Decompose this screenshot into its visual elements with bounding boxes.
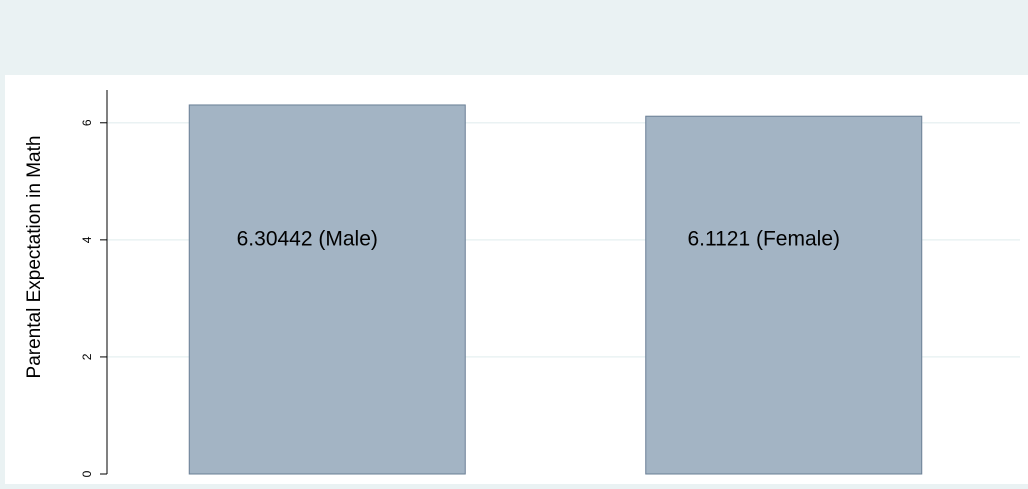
y-tick-label: 2 [80,353,94,360]
y-tick-label: 0 [80,470,94,477]
bar [188,104,466,475]
y-tick-label: 4 [80,236,94,243]
bar [645,115,923,475]
y-axis-label: Parental Expectation in Math [24,136,45,379]
y-tick-label: 6 [80,119,94,126]
value-label: 6.30442 (Male) [237,228,378,251]
value-label: 6.1121 (Female) [687,228,840,251]
